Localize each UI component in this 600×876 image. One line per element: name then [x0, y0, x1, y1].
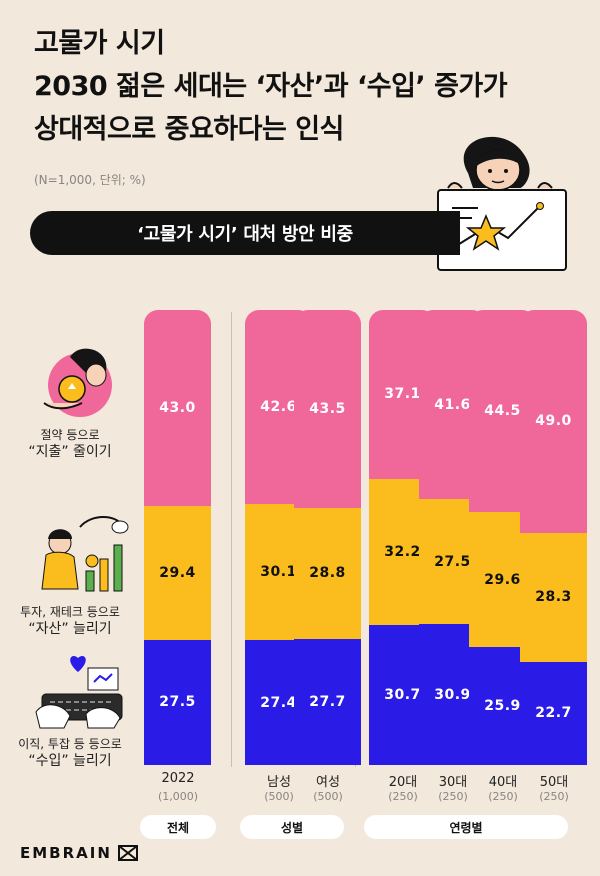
bar-segment-assets: 28.3 [520, 532, 587, 662]
sample-size-label: (250) [488, 790, 518, 803]
bar-value-label: 27.5 [159, 694, 196, 711]
bar-segment-assets: 28.8 [294, 507, 361, 639]
legend-spending: 절약 등으로 “지출” 줄이기 [0, 427, 140, 461]
category-label: 남성 [267, 775, 291, 790]
legend-income: 이직, 투잡 등 등으로 “수입” 늘리기 [0, 736, 140, 770]
category-label: 40대 [488, 775, 518, 790]
sample-size-label: (500) [264, 790, 294, 803]
bar-segment-spending: 43.0 [144, 310, 211, 506]
bar-value-label: 44.5 [484, 403, 521, 420]
legend-assets-line2: “자산” 늘리기 [28, 621, 112, 637]
bar-value-label: 28.3 [535, 589, 572, 606]
bar-value-label: 30.7 [384, 687, 421, 704]
bar-segment-assets: 29.4 [144, 505, 211, 640]
title-line-3: 상대적으로 중요하다는 인식 [34, 114, 344, 145]
legend-assets: 투자, 재테크 등으로 “자산” 늘리기 [0, 604, 140, 638]
bar-segment-income: 22.7 [520, 661, 587, 765]
bar-segment-spending: 43.5 [294, 310, 361, 508]
bar-value-label: 27.4 [260, 694, 297, 711]
title-line-1: 고물가 시기 [34, 28, 165, 59]
sample-size-label: (500) [313, 790, 343, 803]
bar-segment-income: 27.7 [294, 638, 361, 765]
sample-size-label: (1,000) [157, 790, 199, 803]
bar-value-label: 41.6 [434, 396, 471, 413]
category-label: 30대 [438, 775, 468, 790]
group-pill-total: 전체 [140, 815, 216, 839]
bar-value-label: 28.8 [309, 565, 346, 582]
saving-illustration [43, 348, 112, 417]
legend-assets-line1: 투자, 재테크 등으로 [20, 605, 120, 619]
sample-size-label: (250) [539, 790, 569, 803]
brand-logo: EMBRAIN [20, 844, 138, 862]
bar-value-label: 49.0 [535, 413, 572, 430]
bar-value-label: 25.9 [484, 698, 521, 715]
bar-value-label: 22.7 [535, 705, 572, 722]
investing-illustration [41, 516, 129, 592]
legend-income-line1: 이직, 투잡 등 등으로 [18, 737, 122, 751]
bar-value-label: 27.7 [309, 693, 346, 710]
bar-value-label: 43.0 [159, 399, 196, 416]
bar-value-label: 43.5 [309, 400, 346, 417]
group-divider-1 [231, 312, 232, 767]
legend-spending-line2: “지출” 줄이기 [28, 444, 112, 460]
legend-spending-line1: 절약 등으로 [40, 428, 100, 442]
bar-value-label: 32.2 [384, 544, 421, 561]
category-label: 50대 [539, 775, 569, 790]
group-pill-age: 연령별 [364, 815, 568, 839]
bar-value-label: 29.6 [484, 571, 521, 588]
group-pill-gender: 성별 [240, 815, 344, 839]
bar-segment-spending: 49.0 [520, 310, 587, 533]
sample-note: (N=1,000, 단위; %) [34, 173, 146, 187]
brand-name: EMBRAIN [20, 844, 112, 862]
sample-size-label: (250) [438, 790, 468, 803]
bar-value-label: 29.4 [159, 564, 196, 581]
woman-with-chart-illustration [437, 136, 567, 271]
bar-value-label: 30.1 [260, 564, 297, 581]
title-line-2: 2030 젊은 세대는 ‘자산’과 ‘수입’ 증가가 [34, 71, 508, 102]
category-label: 2022 [161, 771, 195, 786]
chart-banner: ‘고물가 시기’ 대처 방안 비중 [30, 211, 460, 255]
category-label: 여성 [316, 775, 340, 790]
bar-segment-income: 27.5 [144, 639, 211, 765]
bar-value-label: 30.9 [434, 686, 471, 703]
sample-size-label: (250) [388, 790, 418, 803]
bar-value-label: 37.1 [384, 386, 421, 403]
category-label: 20대 [388, 775, 418, 790]
legend-income-line2: “수입” 늘리기 [28, 753, 112, 769]
page-title: 고물가 시기 2030 젊은 세대는 ‘자산’과 ‘수입’ 증가가 상대적으로 … [34, 22, 594, 151]
side-job-illustration [35, 655, 123, 729]
bar-value-label: 42.6 [260, 398, 297, 415]
bar-value-label: 27.5 [434, 553, 471, 570]
brand-mark-icon [117, 845, 138, 861]
